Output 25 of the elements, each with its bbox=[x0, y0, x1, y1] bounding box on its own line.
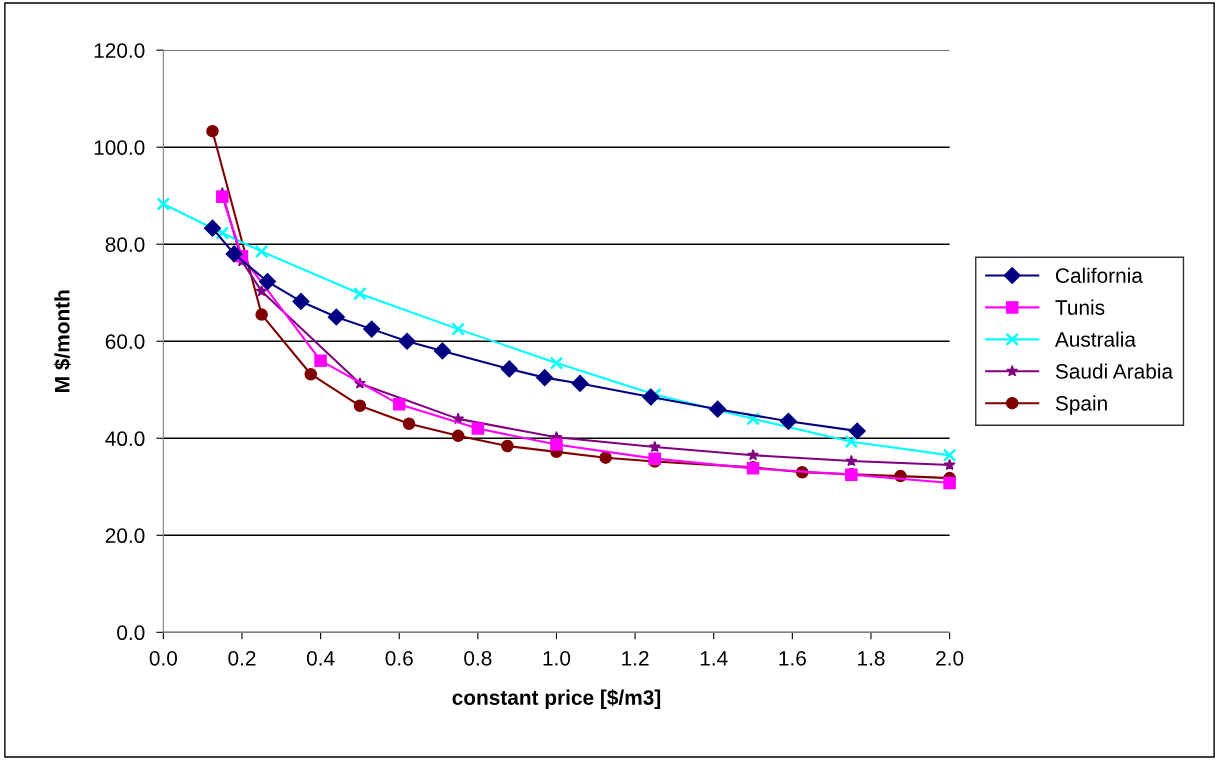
x-axis-title: constant price [$/m3] bbox=[452, 689, 661, 710]
x-tick-label: 0.4 bbox=[306, 650, 335, 666]
x-tick-label: 2.0 bbox=[936, 650, 964, 666]
y-tick-label: 40.0 bbox=[105, 431, 145, 447]
legend-label: California bbox=[1055, 267, 1143, 283]
legend-label: Australia bbox=[1054, 331, 1136, 347]
y-tick-label: 80.0 bbox=[105, 237, 145, 252]
y-tick-label: 120.0 bbox=[94, 43, 145, 58]
y-tick-label: 100.0 bbox=[94, 140, 145, 155]
x-tick-label: 0.6 bbox=[385, 650, 413, 666]
y-axis-title: M $/month bbox=[53, 290, 71, 392]
x-tick-label: 0.2 bbox=[228, 650, 256, 666]
x-tick-label: 1.0 bbox=[543, 650, 571, 666]
legend-label: Tunis bbox=[1055, 299, 1105, 315]
y-tick-label: 0.0 bbox=[117, 625, 145, 641]
y-tick-label: 60.0 bbox=[105, 334, 145, 349]
legend-label: Spain bbox=[1055, 395, 1107, 415]
x-tick-label: 1.6 bbox=[779, 650, 806, 666]
x-tick-label: 1.8 bbox=[858, 650, 885, 666]
x-tick-label: 0.0 bbox=[149, 650, 178, 666]
y-tick-label: 20.0 bbox=[105, 528, 145, 544]
legend-label: Saudi Arabia bbox=[1055, 363, 1174, 379]
x-tick-label: 0.8 bbox=[464, 650, 492, 666]
x-tick-label: 1.2 bbox=[622, 650, 649, 666]
x-tick-label: 1.4 bbox=[700, 651, 728, 666]
